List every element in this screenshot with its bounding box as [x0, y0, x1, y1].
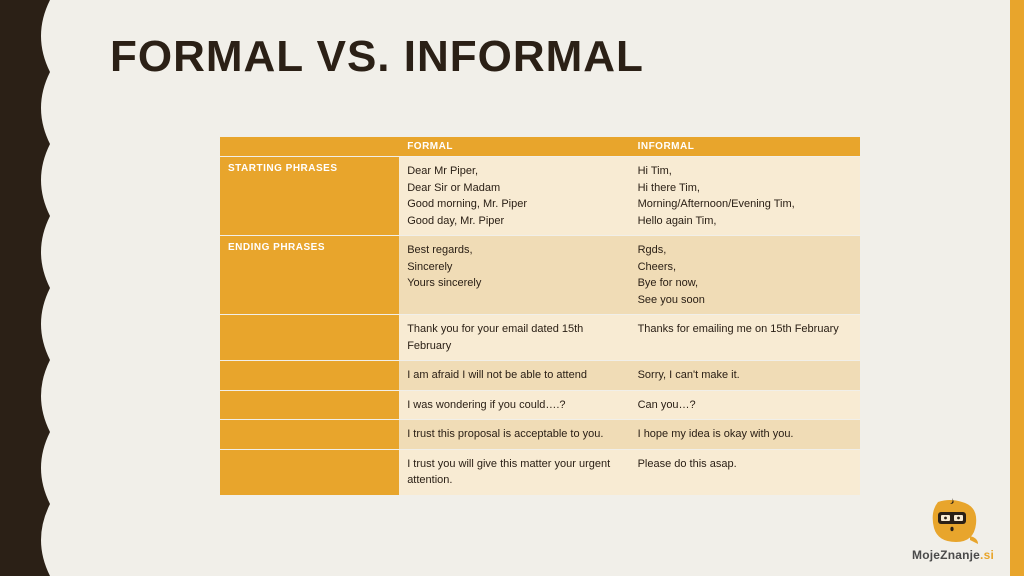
table-row: I trust this proposal is acceptable to y… — [220, 420, 860, 449]
phrase-line: Best regards, — [407, 242, 621, 259]
phrase-line: See you soon — [638, 292, 852, 309]
phrase-line: Thanks for emailing me on 15th February — [638, 321, 852, 338]
phrase-line: Can you…? — [638, 397, 852, 414]
phrase-line: Please do this asap. — [638, 456, 852, 473]
left-wave-decor — [0, 0, 60, 576]
phrase-line: Good morning, Mr. Piper — [407, 196, 621, 213]
row-label — [220, 391, 399, 420]
row-label — [220, 450, 399, 495]
phrase-line: Dear Sir or Madam — [407, 180, 621, 197]
phrase-line: Sorry, I can't make it. — [638, 367, 852, 384]
row-label: ENDING PHRASES — [220, 236, 399, 314]
phrase-line: I was wondering if you could….? — [407, 397, 621, 414]
formal-cell: I trust you will give this matter your u… — [399, 450, 629, 495]
phrase-line: Bye for now, — [638, 275, 852, 292]
informal-cell: Please do this asap. — [630, 450, 860, 495]
informal-cell: Thanks for emailing me on 15th February — [630, 315, 860, 360]
phrase-line: Sincerely — [407, 259, 621, 276]
informal-cell: Sorry, I can't make it. — [630, 361, 860, 390]
phrase-line: Hi Tim, — [638, 163, 852, 180]
row-label — [220, 361, 399, 390]
column-header — [220, 137, 399, 156]
table-row: I am afraid I will not be able to attend… — [220, 361, 860, 390]
phrase-line: Hello again Tim, — [638, 213, 852, 230]
formal-cell: Thank you for your email dated 15th Febr… — [399, 315, 629, 360]
table-row: STARTING PHRASESDear Mr Piper,Dear Sir o… — [220, 157, 860, 235]
row-label: STARTING PHRASES — [220, 157, 399, 235]
informal-cell: Can you…? — [630, 391, 860, 420]
table-row: I trust you will give this matter your u… — [220, 450, 860, 495]
phrase-line: Rgds, — [638, 242, 852, 259]
formal-cell: I trust this proposal is acceptable to y… — [399, 420, 629, 449]
logo-mascot-icon — [926, 498, 980, 544]
formal-cell: Dear Mr Piper,Dear Sir or MadamGood morn… — [399, 157, 629, 235]
informal-cell: Rgds,Cheers,Bye for now,See you soon — [630, 236, 860, 314]
formal-cell: Best regards,SincerelyYours sincerely — [399, 236, 629, 314]
phrase-line: Thank you for your email dated 15th Febr… — [407, 321, 621, 354]
informal-cell: Hi Tim,Hi there Tim,Morning/Afternoon/Ev… — [630, 157, 860, 235]
table-row: Thank you for your email dated 15th Febr… — [220, 315, 860, 360]
phrase-line: Cheers, — [638, 259, 852, 276]
logo-text: MojeZnanje.si — [912, 548, 994, 562]
phrase-line: I am afraid I will not be able to attend — [407, 367, 621, 384]
formal-cell: I am afraid I will not be able to attend — [399, 361, 629, 390]
phrase-line: I trust this proposal is acceptable to y… — [407, 426, 621, 443]
column-header: INFORMAL — [630, 137, 860, 156]
page-title: FORMAL VS. INFORMAL — [110, 32, 644, 82]
phrase-line: I hope my idea is okay with you. — [638, 426, 852, 443]
informal-cell: I hope my idea is okay with you. — [630, 420, 860, 449]
row-label — [220, 420, 399, 449]
formal-cell: I was wondering if you could….? — [399, 391, 629, 420]
phrase-line: Morning/Afternoon/Evening Tim, — [638, 196, 852, 213]
phrase-line: Good day, Mr. Piper — [407, 213, 621, 230]
phrase-line: I trust you will give this matter your u… — [407, 456, 621, 489]
right-accent-bar — [1010, 0, 1024, 576]
table-row: I was wondering if you could….? Can you…? — [220, 391, 860, 420]
row-label — [220, 315, 399, 360]
phrase-line: Dear Mr Piper, — [407, 163, 621, 180]
phrase-line: Yours sincerely — [407, 275, 621, 292]
site-logo: MojeZnanje.si — [912, 498, 994, 562]
table-row: ENDING PHRASESBest regards,SincerelyYour… — [220, 236, 860, 314]
comparison-table: FORMALINFORMALSTARTING PHRASESDear Mr Pi… — [220, 136, 860, 496]
column-header: FORMAL — [399, 137, 629, 156]
phrase-line: Hi there Tim, — [638, 180, 852, 197]
